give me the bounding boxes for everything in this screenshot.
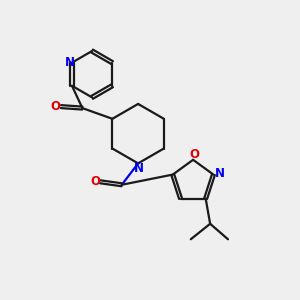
Text: N: N — [65, 56, 75, 69]
Text: O: O — [189, 148, 199, 161]
Text: N: N — [134, 162, 144, 175]
Text: N: N — [215, 167, 225, 180]
Text: O: O — [90, 175, 100, 188]
Text: O: O — [51, 100, 61, 113]
